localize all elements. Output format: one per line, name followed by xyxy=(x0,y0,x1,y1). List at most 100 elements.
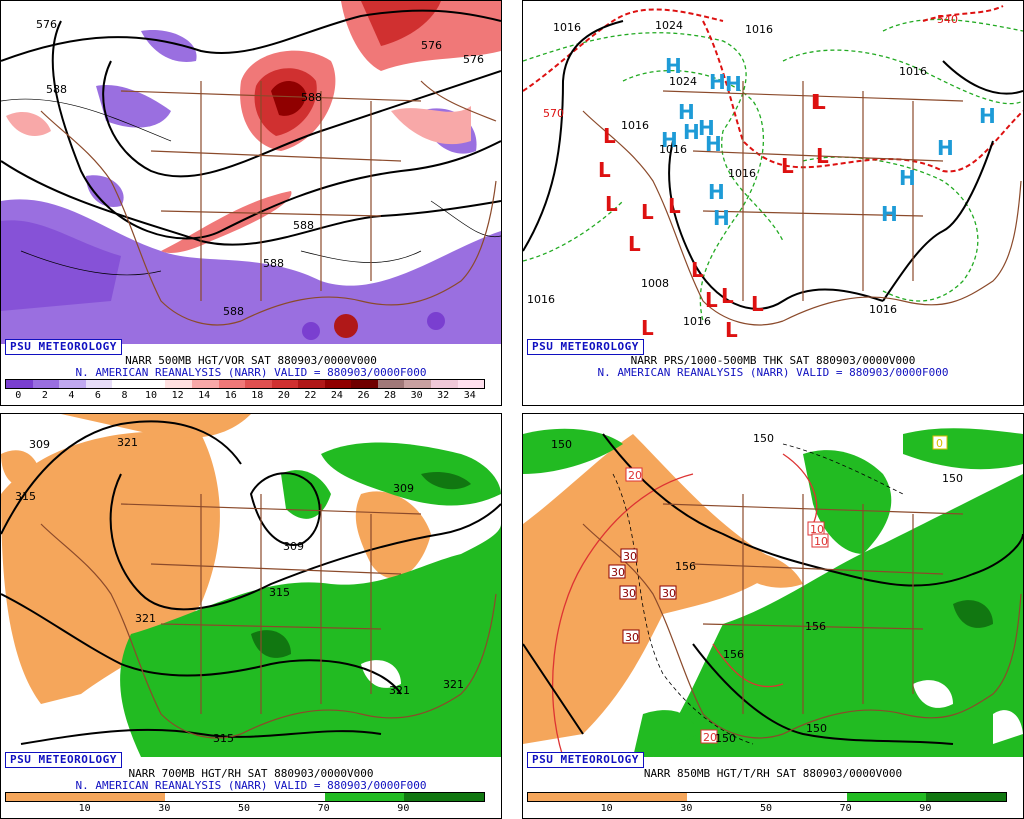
contour-label: 150 xyxy=(715,732,736,745)
colorbar-swatch xyxy=(377,380,405,388)
contour-label: 576 xyxy=(463,53,484,66)
colorbar-tick-label: 22 xyxy=(304,390,317,401)
low-pressure-center: L xyxy=(605,192,618,216)
panel-500mb-vorticity: 576 588 588 576 576 588 588 588 PSU METE… xyxy=(0,0,502,406)
colorbar-swatch xyxy=(165,380,192,388)
contour-label: 588 xyxy=(301,91,322,104)
vorticity-map: 576 588 588 576 576 588 588 588 xyxy=(1,1,501,344)
high-pressure-center: H xyxy=(661,128,678,152)
colorbar-tick-label: 26 xyxy=(357,390,370,401)
colorbar-ticks: 10 30 50 70 90 xyxy=(5,803,483,815)
high-pressure-center: H xyxy=(899,166,916,190)
isobar-label: 1008 xyxy=(641,277,669,290)
colorbar-swatch xyxy=(926,793,1007,801)
colorbar-swatch xyxy=(431,380,458,388)
isotherm-label: 20 xyxy=(628,469,642,482)
high-pressure-center: H xyxy=(979,104,996,128)
psu-meteorology-badge: PSU METEOROLOGY xyxy=(5,752,122,768)
contour-label: 156 xyxy=(675,560,696,573)
low-pressure-center: L xyxy=(641,316,654,340)
colorbar-swatch xyxy=(404,380,431,388)
contour-label: 588 xyxy=(46,83,67,96)
psu-meteorology-badge: PSU METEOROLOGY xyxy=(5,339,122,355)
high-pressure-center: H xyxy=(709,70,726,94)
colorbar-swatch xyxy=(6,380,33,388)
colorbar-tick-label: 8 xyxy=(121,390,128,401)
panel-title: NARR 500MB HGT/VOR SAT 880903/0000V000 xyxy=(125,354,377,367)
isobar-label: 1016 xyxy=(745,23,773,36)
thickness-label: 540 xyxy=(937,13,958,26)
psu-meteorology-badge: PSU METEOROLOGY xyxy=(527,752,644,768)
isobar-label: 1016 xyxy=(659,143,687,156)
panel-title: NARR 850MB HGT/T/RH SAT 880903/0000V000 xyxy=(643,767,903,780)
panel-850mb-temp-humidity: 150 150 20 30 30 30 30 30 156 156 150 15… xyxy=(522,413,1024,819)
isotherm-label: 30 xyxy=(625,631,639,644)
contour-label: 321 xyxy=(117,436,138,449)
contour-label: 576 xyxy=(36,18,57,31)
colorbar-swatch xyxy=(351,380,378,388)
colorbar-swatch xyxy=(218,380,246,388)
contour-label: 156 xyxy=(723,648,744,661)
isotherm-label: 0 xyxy=(936,437,943,450)
contour-label: 150 xyxy=(806,722,827,735)
contour-label: 150 xyxy=(942,472,963,485)
contour-label: 150 xyxy=(753,432,774,445)
contour-label: 321 xyxy=(389,684,410,697)
high-pressure-center: H xyxy=(708,180,725,204)
colorbar-tick-label: 16 xyxy=(224,390,237,401)
isotherm-label: 30 xyxy=(622,587,636,600)
humidity-colorbar xyxy=(5,792,485,802)
colorbar-swatch xyxy=(245,793,325,801)
colorbar-tick-label: 2 xyxy=(41,390,48,401)
isobar-label: 1016 xyxy=(683,315,711,328)
isobar-label: 1016 xyxy=(899,65,927,78)
high-pressure-center: H xyxy=(725,72,742,96)
colorbar-tick-label: 24 xyxy=(330,390,343,401)
humidity-700-map: 309 321 315 309 309 315 321 321 321 315 xyxy=(1,414,501,757)
isotherm-label: 10 xyxy=(810,523,824,536)
colorbar-tick-label: 90 xyxy=(919,803,932,814)
colorbar-swatch xyxy=(245,380,272,388)
isobar-label: 1016 xyxy=(553,21,581,34)
colorbar-tick-label: 14 xyxy=(198,390,211,401)
colorbar-swatch xyxy=(767,793,847,801)
panel-subtitle: N. AMERICAN REANALYSIS (NARR) VALID = 88… xyxy=(75,779,427,792)
low-pressure-center: L xyxy=(603,124,616,148)
isobar-label: 1016 xyxy=(527,293,555,306)
isotherm-label: 30 xyxy=(611,566,625,579)
high-pressure-center: H xyxy=(937,136,954,160)
low-pressure-center: L xyxy=(811,90,824,114)
colorbar-tick-label: 0 xyxy=(15,390,22,401)
low-pressure-center: L xyxy=(721,284,734,308)
low-pressure-center: L xyxy=(813,90,826,114)
colorbar-tick-label: 90 xyxy=(397,803,410,814)
isotherm-label: 10 xyxy=(814,535,828,548)
contour-label: 309 xyxy=(29,438,50,451)
contour-label: 588 xyxy=(263,257,284,270)
colorbar-tick-label: 30 xyxy=(410,390,423,401)
colorbar-swatch xyxy=(85,793,166,801)
high-pressure-center: H xyxy=(678,100,695,124)
colorbar-tick-label: 6 xyxy=(94,390,101,401)
contour-label: 315 xyxy=(269,586,290,599)
low-pressure-center: L xyxy=(641,200,654,224)
colorbar-tick-label: 50 xyxy=(759,803,773,814)
colorbar-tick-label: 4 xyxy=(68,390,75,401)
colorbar-tick-label: 32 xyxy=(437,390,450,401)
colorbar-tick-label: 70 xyxy=(317,803,330,814)
isobar-label: 1016 xyxy=(728,167,756,180)
thickness-label: 570 xyxy=(543,107,564,120)
high-pressure-center: H xyxy=(665,54,682,78)
contour-label: 150 xyxy=(551,438,572,451)
contour-label: 576 xyxy=(421,39,442,52)
high-pressure-center: H xyxy=(683,120,700,144)
colorbar-swatch xyxy=(191,380,219,388)
panel-700mb-humidity: 309 321 315 309 309 315 321 321 321 315 … xyxy=(0,413,502,819)
colorbar-tick-label: 50 xyxy=(237,803,251,814)
contour-label: 156 xyxy=(805,620,826,633)
panel-subtitle: N. AMERICAN REANALYSIS (NARR) VALID = 88… xyxy=(597,366,949,379)
low-pressure-center: L xyxy=(691,258,704,282)
humidity-colorbar xyxy=(527,792,1007,802)
low-pressure-center: L xyxy=(751,292,764,316)
colorbar-swatch xyxy=(112,380,139,388)
